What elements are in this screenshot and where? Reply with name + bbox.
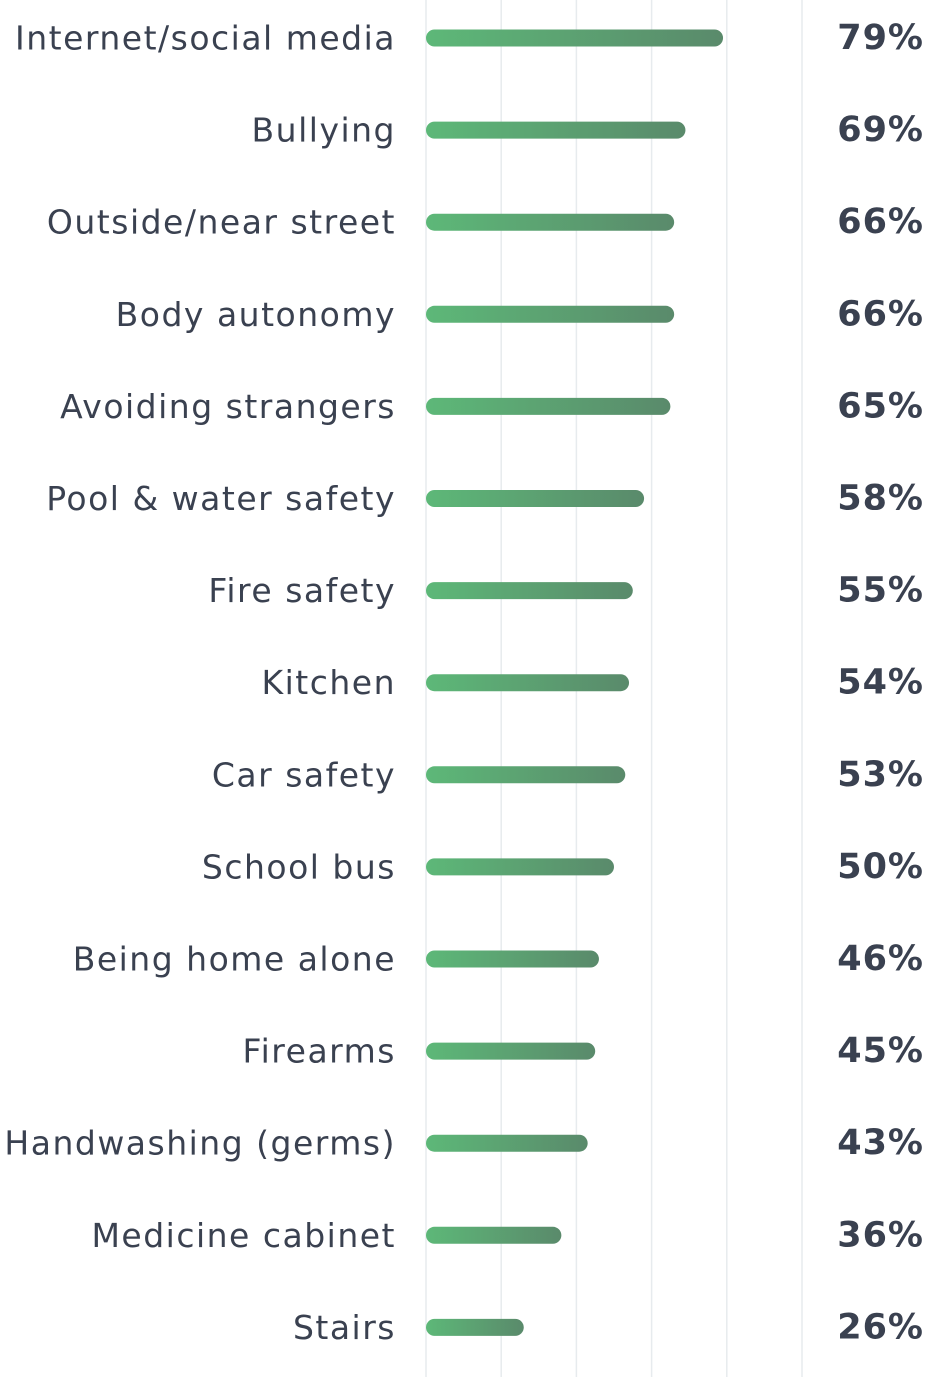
bar bbox=[426, 397, 671, 415]
value-label: 54% bbox=[837, 663, 924, 703]
category-label: Medicine cabinet bbox=[91, 1216, 396, 1255]
value-label: 46% bbox=[837, 939, 924, 979]
category-label: Being home alone bbox=[73, 940, 396, 979]
category-label: Kitchen bbox=[261, 663, 396, 702]
value-label: 45% bbox=[837, 1031, 924, 1071]
bar bbox=[426, 950, 599, 968]
value-label: 66% bbox=[837, 202, 924, 242]
category-label: Firearms bbox=[243, 1032, 396, 1071]
bar bbox=[426, 1042, 596, 1060]
bar bbox=[426, 29, 724, 47]
category-label: Pool & water safety bbox=[46, 479, 396, 518]
bar bbox=[426, 1134, 588, 1152]
category-label: Car safety bbox=[212, 755, 396, 794]
value-label: 79% bbox=[837, 18, 924, 58]
value-label: 36% bbox=[837, 1215, 924, 1255]
bar bbox=[426, 213, 675, 231]
value-label: 69% bbox=[837, 110, 924, 150]
category-label: Internet/social media bbox=[15, 19, 396, 58]
value-label: 55% bbox=[837, 571, 924, 611]
bar bbox=[426, 1318, 524, 1336]
bar bbox=[426, 674, 630, 692]
category-label: Avoiding strangers bbox=[60, 387, 396, 426]
bar bbox=[426, 1226, 562, 1244]
value-label: 43% bbox=[837, 1123, 924, 1163]
bar bbox=[426, 490, 645, 507]
value-label: 58% bbox=[837, 479, 924, 519]
value-label: 65% bbox=[837, 386, 924, 426]
category-label: Stairs bbox=[293, 1308, 396, 1347]
bar bbox=[426, 582, 633, 600]
category-label: Handwashing (germs) bbox=[4, 1124, 396, 1163]
category-label: School bus bbox=[202, 847, 396, 886]
category-label: Bullying bbox=[252, 111, 396, 150]
category-labels: Internet/social media Bullying Outside/nea… bbox=[4, 19, 396, 1347]
bars bbox=[426, 29, 724, 1336]
value-label: 66% bbox=[837, 294, 924, 334]
bar bbox=[426, 305, 675, 323]
category-label: Body autonomy bbox=[116, 295, 396, 334]
value-label: 53% bbox=[837, 755, 924, 795]
bar bbox=[426, 858, 614, 876]
value-label: 50% bbox=[837, 847, 924, 887]
bar bbox=[426, 766, 626, 784]
value-labels: 79% 69% 66% 66% 65% 58% 55% 54% 53% 50% 46% 45% 43% 3… bbox=[837, 18, 924, 1347]
value-label: 26% bbox=[837, 1307, 924, 1347]
category-label: Fire safety bbox=[208, 571, 396, 610]
bar bbox=[426, 121, 686, 139]
category-label: Outside/near street bbox=[47, 203, 396, 242]
